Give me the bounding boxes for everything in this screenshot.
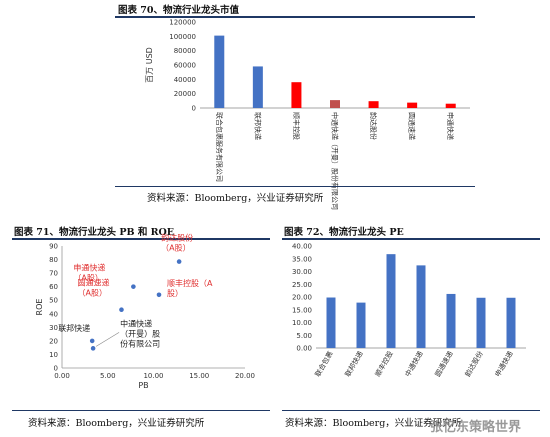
point-label: 韵达股份（A股） (161, 233, 193, 253)
bar (407, 102, 418, 108)
bar (291, 82, 302, 108)
y-tick-label: 60000 (174, 62, 196, 70)
bar (356, 302, 366, 348)
scatter-point (131, 284, 136, 289)
x-tick-label: 20.00 (235, 372, 255, 380)
fig71-source-rule (12, 410, 270, 411)
y-tick-label: 70 (49, 270, 58, 278)
fig71-source: 资料来源：Bloomberg，兴业证券研究所 (28, 418, 205, 429)
bar (445, 103, 456, 108)
y-axis-label: ROE (35, 299, 44, 316)
fig71-title-rule (12, 238, 270, 240)
bar (386, 254, 396, 348)
category-label: 中通快递 (403, 350, 425, 379)
bar (252, 66, 263, 108)
bar (416, 265, 426, 348)
y-tick-label: 40000 (174, 76, 196, 84)
y-tick-label: 25.00 (292, 281, 312, 289)
category-label: 圆通速递 (433, 350, 455, 379)
y-tick-label: 60 (49, 283, 58, 291)
scatter-point (89, 338, 95, 344)
category-label: 联邦快递 (253, 112, 262, 140)
point-label: 申通快递（A股） (73, 263, 105, 283)
y-tick-label: 5.00 (296, 332, 312, 340)
category-label: 申通快递 (446, 112, 455, 140)
x-tick-label: 15.00 (189, 372, 209, 380)
point-label: 顺丰控股（A 股） (167, 278, 213, 298)
y-tick-label: 80 (49, 256, 58, 264)
bar (214, 35, 225, 108)
category-label: 韵达股份 (369, 112, 378, 140)
fig72-title-rule (282, 238, 540, 240)
category-label: 顺丰控股 (292, 112, 301, 140)
y-tick-label: 20000 (174, 90, 196, 98)
y-tick-label: 10 (49, 351, 58, 359)
y-tick-label: 80000 (174, 47, 196, 55)
fig70-title-rule (115, 16, 475, 18)
y-tick-label: 120000 (169, 19, 196, 27)
pb-roe-scatter-chart: 0 10 20 30 40 50 60 70 80 90 0.00 5.00 10.00 15.00 20.… (35, 233, 255, 390)
y-tick-label: 20 (49, 337, 58, 345)
market-cap-bar-chart: 0 20000 40000 60000 80000 100000 120000 百万 USD 联… (145, 19, 470, 210)
x-tick-label: 0.00 (54, 372, 70, 380)
fig70-title: 图表 70、物流行业龙头市值 (118, 5, 240, 16)
category-label: 联合包裹 (313, 350, 335, 379)
scatter-point (176, 259, 182, 264)
bar (330, 100, 340, 108)
fig70-source: 资料来源：Bloomberg，兴业证券研究所 (147, 193, 324, 204)
watermark-text: 张忆东策略世界 (430, 420, 522, 435)
point-label: 中通快递（开曼）股份有限公司 (120, 318, 160, 348)
fig72-source: 资料来源：Bloomberg，兴业证券研究所 (285, 418, 462, 429)
category-label: 圆通速递 (408, 112, 417, 140)
fig72-title: 图表 72、物流行业龙头 PE (284, 227, 404, 238)
y-tick-label: 50 (49, 297, 58, 305)
y-tick-label: 0.00 (296, 345, 312, 353)
y-tick-label: 20.00 (292, 294, 312, 302)
y-tick-label: 40 (49, 310, 58, 318)
y-tick-label: 15.00 (292, 306, 312, 314)
bar (446, 293, 456, 348)
scatter-point (156, 292, 162, 298)
category-label: 顺丰控股 (373, 350, 395, 379)
y-tick-label: 40.00 (292, 243, 312, 251)
y-axis-label: 百万 USD (145, 47, 154, 83)
y-tick-label: 30 (49, 324, 58, 332)
y-tick-label: 0 (192, 105, 196, 113)
bar (476, 297, 486, 348)
fig70-source-rule (115, 186, 475, 187)
x-axis-label: PB (138, 381, 148, 390)
point-label: 圆通速递（A股） (77, 278, 109, 298)
y-tick-label: 30.00 (292, 268, 312, 276)
bar (326, 297, 336, 348)
category-label: 中通快递（开曼）股份有限公司 (331, 112, 340, 210)
category-label: 申通快递 (493, 350, 515, 379)
fig72-source-rule (282, 410, 540, 411)
scatter-point (90, 346, 96, 351)
y-tick-label: 0 (54, 365, 58, 373)
scatter-point (119, 307, 124, 313)
y-tick-label: 100000 (169, 33, 196, 41)
y-tick-label: 10.00 (292, 319, 312, 327)
fig71-title: 图表 71、物流行业龙头 PB 和 ROE (14, 227, 175, 238)
x-tick-label: 10.00 (143, 372, 163, 380)
x-tick-label: 5.00 (100, 372, 116, 380)
bar (368, 101, 379, 108)
leader-line (95, 332, 120, 347)
category-label: 联邦快递 (343, 350, 365, 379)
category-label: 韵达股份 (463, 350, 485, 379)
y-tick-label: 90 (49, 243, 58, 251)
category-label: 联合包裹服务有限公司 (215, 112, 224, 182)
point-label: 联邦快递 (58, 323, 90, 333)
y-tick-label: 35.00 (292, 255, 312, 263)
bar (506, 297, 516, 348)
